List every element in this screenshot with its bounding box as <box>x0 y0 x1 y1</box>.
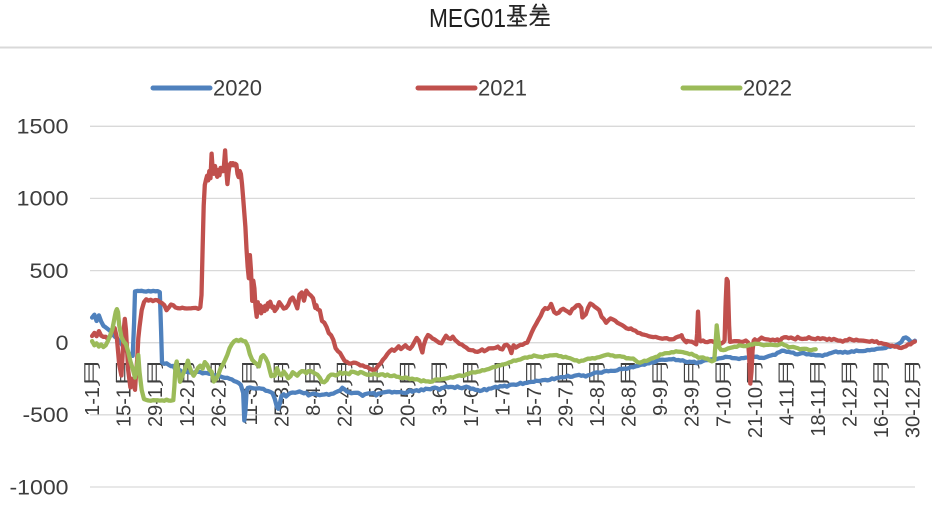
svg-text:500: 500 <box>30 260 69 283</box>
svg-text:23-9: 23-9 <box>682 387 704 427</box>
svg-text:22-4: 22-4 <box>335 387 357 427</box>
svg-text:2022: 2022 <box>743 76 792 101</box>
svg-text:1000: 1000 <box>17 188 69 211</box>
svg-text:17-6: 17-6 <box>461 387 483 427</box>
svg-text:3-6: 3-6 <box>429 387 451 416</box>
svg-text:30-12: 30-12 <box>903 387 925 438</box>
svg-text:-500: -500 <box>23 404 69 427</box>
svg-text:21-10: 21-10 <box>745 387 767 438</box>
svg-text:12-8: 12-8 <box>587 387 609 427</box>
svg-text:18-11: 18-11 <box>808 387 830 437</box>
svg-text:9-9: 9-9 <box>650 387 672 416</box>
svg-text:26-2: 26-2 <box>208 387 230 427</box>
svg-text:16-12: 16-12 <box>871 387 893 438</box>
svg-text:12-2: 12-2 <box>177 387 199 427</box>
svg-text:2020: 2020 <box>213 76 262 101</box>
svg-text:0: 0 <box>56 332 69 355</box>
svg-text:2021: 2021 <box>478 76 527 101</box>
svg-text:26-8: 26-8 <box>619 387 641 427</box>
svg-text:1-1: 1-1 <box>82 387 104 416</box>
svg-text:29-1: 29-1 <box>145 387 167 427</box>
svg-text:2-12: 2-12 <box>840 387 862 427</box>
svg-text:-1000: -1000 <box>10 476 69 499</box>
svg-text:15-7: 15-7 <box>524 387 546 427</box>
svg-text:15-1: 15-1 <box>114 387 136 427</box>
svg-text:20-5: 20-5 <box>398 387 420 427</box>
svg-text:7-10: 7-10 <box>713 387 735 427</box>
svg-text:MEG01: MEG01 <box>429 3 506 33</box>
svg-text:1-7: 1-7 <box>492 387 514 416</box>
svg-text:29-7: 29-7 <box>556 387 578 427</box>
svg-text:1500: 1500 <box>17 116 69 139</box>
svg-text:4-11: 4-11 <box>776 387 798 426</box>
